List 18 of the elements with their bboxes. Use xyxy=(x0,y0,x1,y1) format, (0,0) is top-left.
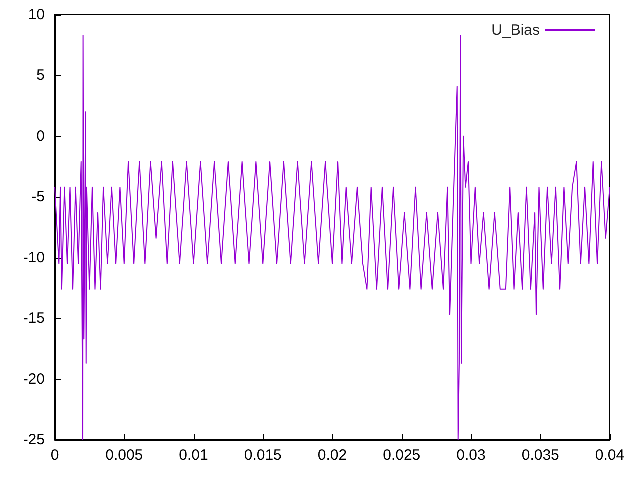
y-tick-label: 5 xyxy=(36,67,45,84)
x-tick-label: 0.03 xyxy=(456,447,486,464)
y-tick-label: -15 xyxy=(23,310,45,328)
y-tick-label: -20 xyxy=(23,370,45,388)
x-tick-label: 0.015 xyxy=(244,447,282,464)
x-tick-label: 0.04 xyxy=(595,447,625,464)
x-tick-label: 0 xyxy=(50,447,60,464)
x-tick-label: 0.025 xyxy=(383,447,421,464)
y-tick-label: -25 xyxy=(23,432,45,448)
y-tick-label: -5 xyxy=(32,188,45,206)
y-tick-label: 10 xyxy=(28,6,45,24)
x-tick-label: 0.035 xyxy=(522,447,560,464)
x-tick-label: 0.01 xyxy=(179,447,208,464)
x-tick-label: 0.005 xyxy=(106,447,144,464)
y-tick-label: 0 xyxy=(36,128,45,145)
x-tick-label: 0.02 xyxy=(318,447,348,464)
y-tick-label: -10 xyxy=(23,249,45,266)
legend-label: U_Bias xyxy=(492,22,540,39)
